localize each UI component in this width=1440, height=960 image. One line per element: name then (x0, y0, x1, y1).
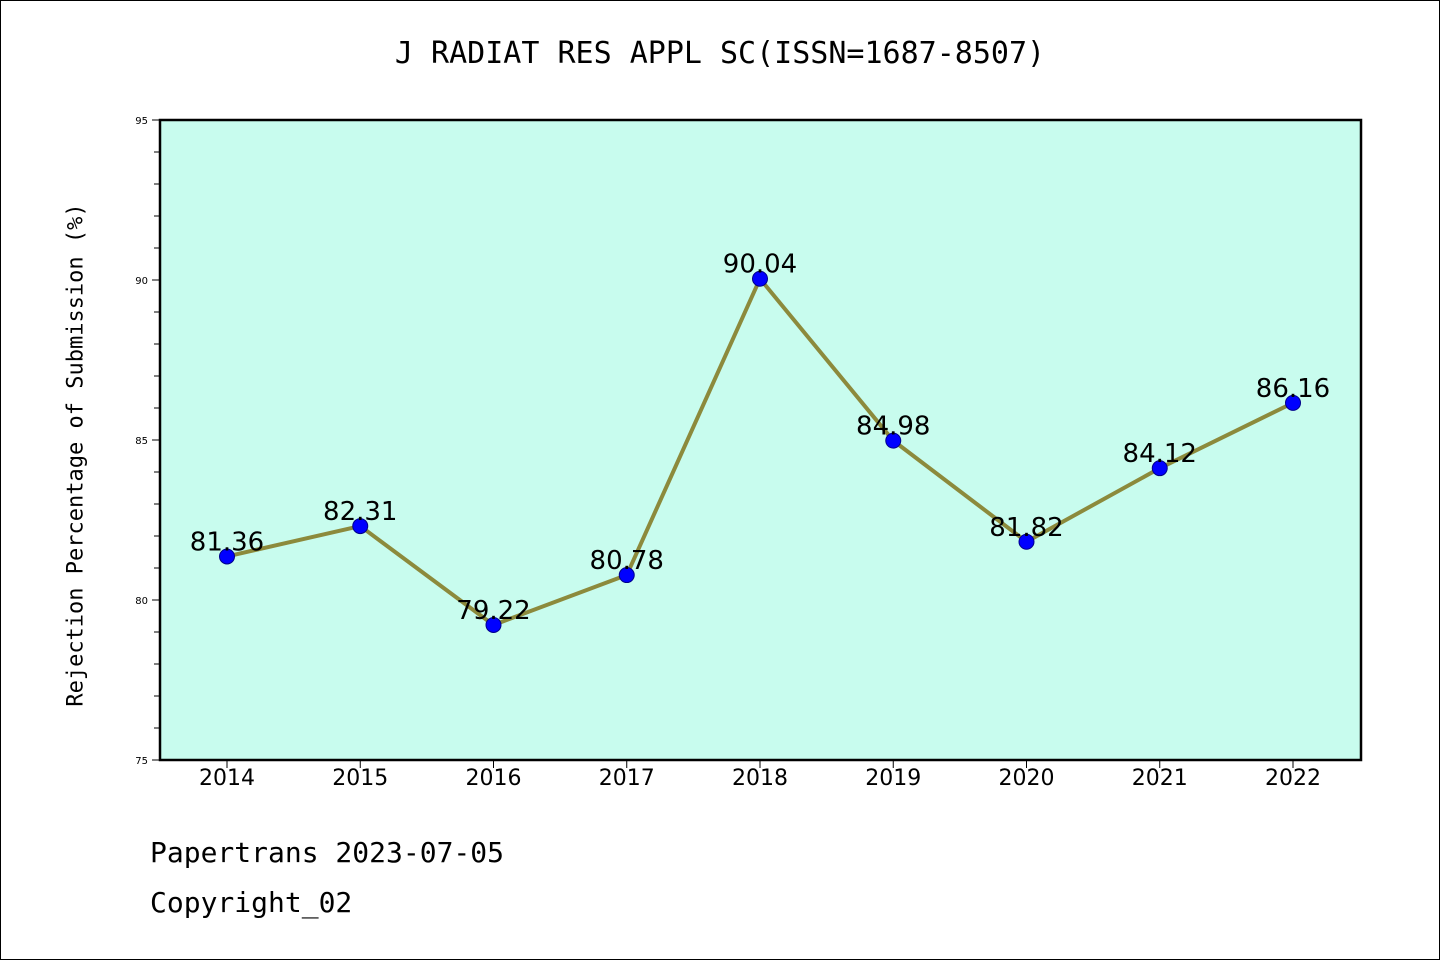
x-tick-label: 2018 (732, 766, 788, 791)
data-label-2021: 84.12 (1123, 439, 1197, 469)
data-point-2016 (485, 616, 502, 633)
plot-area (160, 120, 1361, 760)
data-label-2022: 86.16 (1256, 374, 1330, 404)
chart-title: J RADIAT RES APPL SC(ISSN=1687-8507) (394, 36, 1046, 71)
data-label-2020: 81.82 (989, 513, 1063, 543)
data-label-2019: 84.98 (856, 412, 930, 442)
x-tick-label: 2022 (1265, 766, 1321, 791)
y-tick-label: 95 (135, 116, 148, 127)
y-tick-label: 80 (135, 596, 148, 607)
data-label-2016: 79.22 (456, 596, 530, 626)
data-markers (219, 270, 1301, 633)
x-tick-label: 2019 (865, 766, 921, 791)
x-tick-label: 2016 (466, 766, 522, 791)
data-label-2015: 82.31 (323, 497, 397, 527)
data-label-2017: 80.78 (590, 546, 664, 576)
data-point-2017 (618, 567, 635, 584)
data-point-2020 (1018, 533, 1035, 550)
y-tick-label: 90 (135, 276, 148, 287)
data-point-2022 (1285, 394, 1301, 411)
data-labels: 81.36 82.31 79.22 80.78 90.04 84.98 81.82 84.12… (190, 250, 1330, 626)
x-axis-ticks: 2014 2015 2016 2017 2018 2019 2020 2021 2022 (199, 760, 1321, 791)
data-label-2014: 81.36 (190, 527, 264, 557)
x-tick-label: 2014 (199, 766, 255, 791)
x-tick-label: 2015 (332, 766, 388, 791)
data-point-2021 (1151, 460, 1168, 477)
y-tick-label: 85 (135, 436, 148, 447)
data-point-2018 (752, 270, 768, 287)
data-point-2015 (352, 518, 369, 535)
data-label-2018: 90.04 (723, 250, 797, 280)
data-point-2014 (219, 548, 235, 565)
x-tick-label: 2017 (599, 766, 655, 791)
x-tick-label: 2021 (1132, 766, 1188, 791)
footer-date: Papertrans 2023-07-05 (150, 836, 505, 869)
y-axis-ticks: 75 80 85 90 95 (135, 116, 160, 767)
x-tick-label: 2020 (999, 766, 1055, 791)
y-tick-label: 75 (135, 756, 148, 767)
data-point-2019 (885, 432, 902, 449)
footer-copyright: Copyright_02 (150, 886, 353, 919)
plot-frame (158, 118, 1363, 762)
